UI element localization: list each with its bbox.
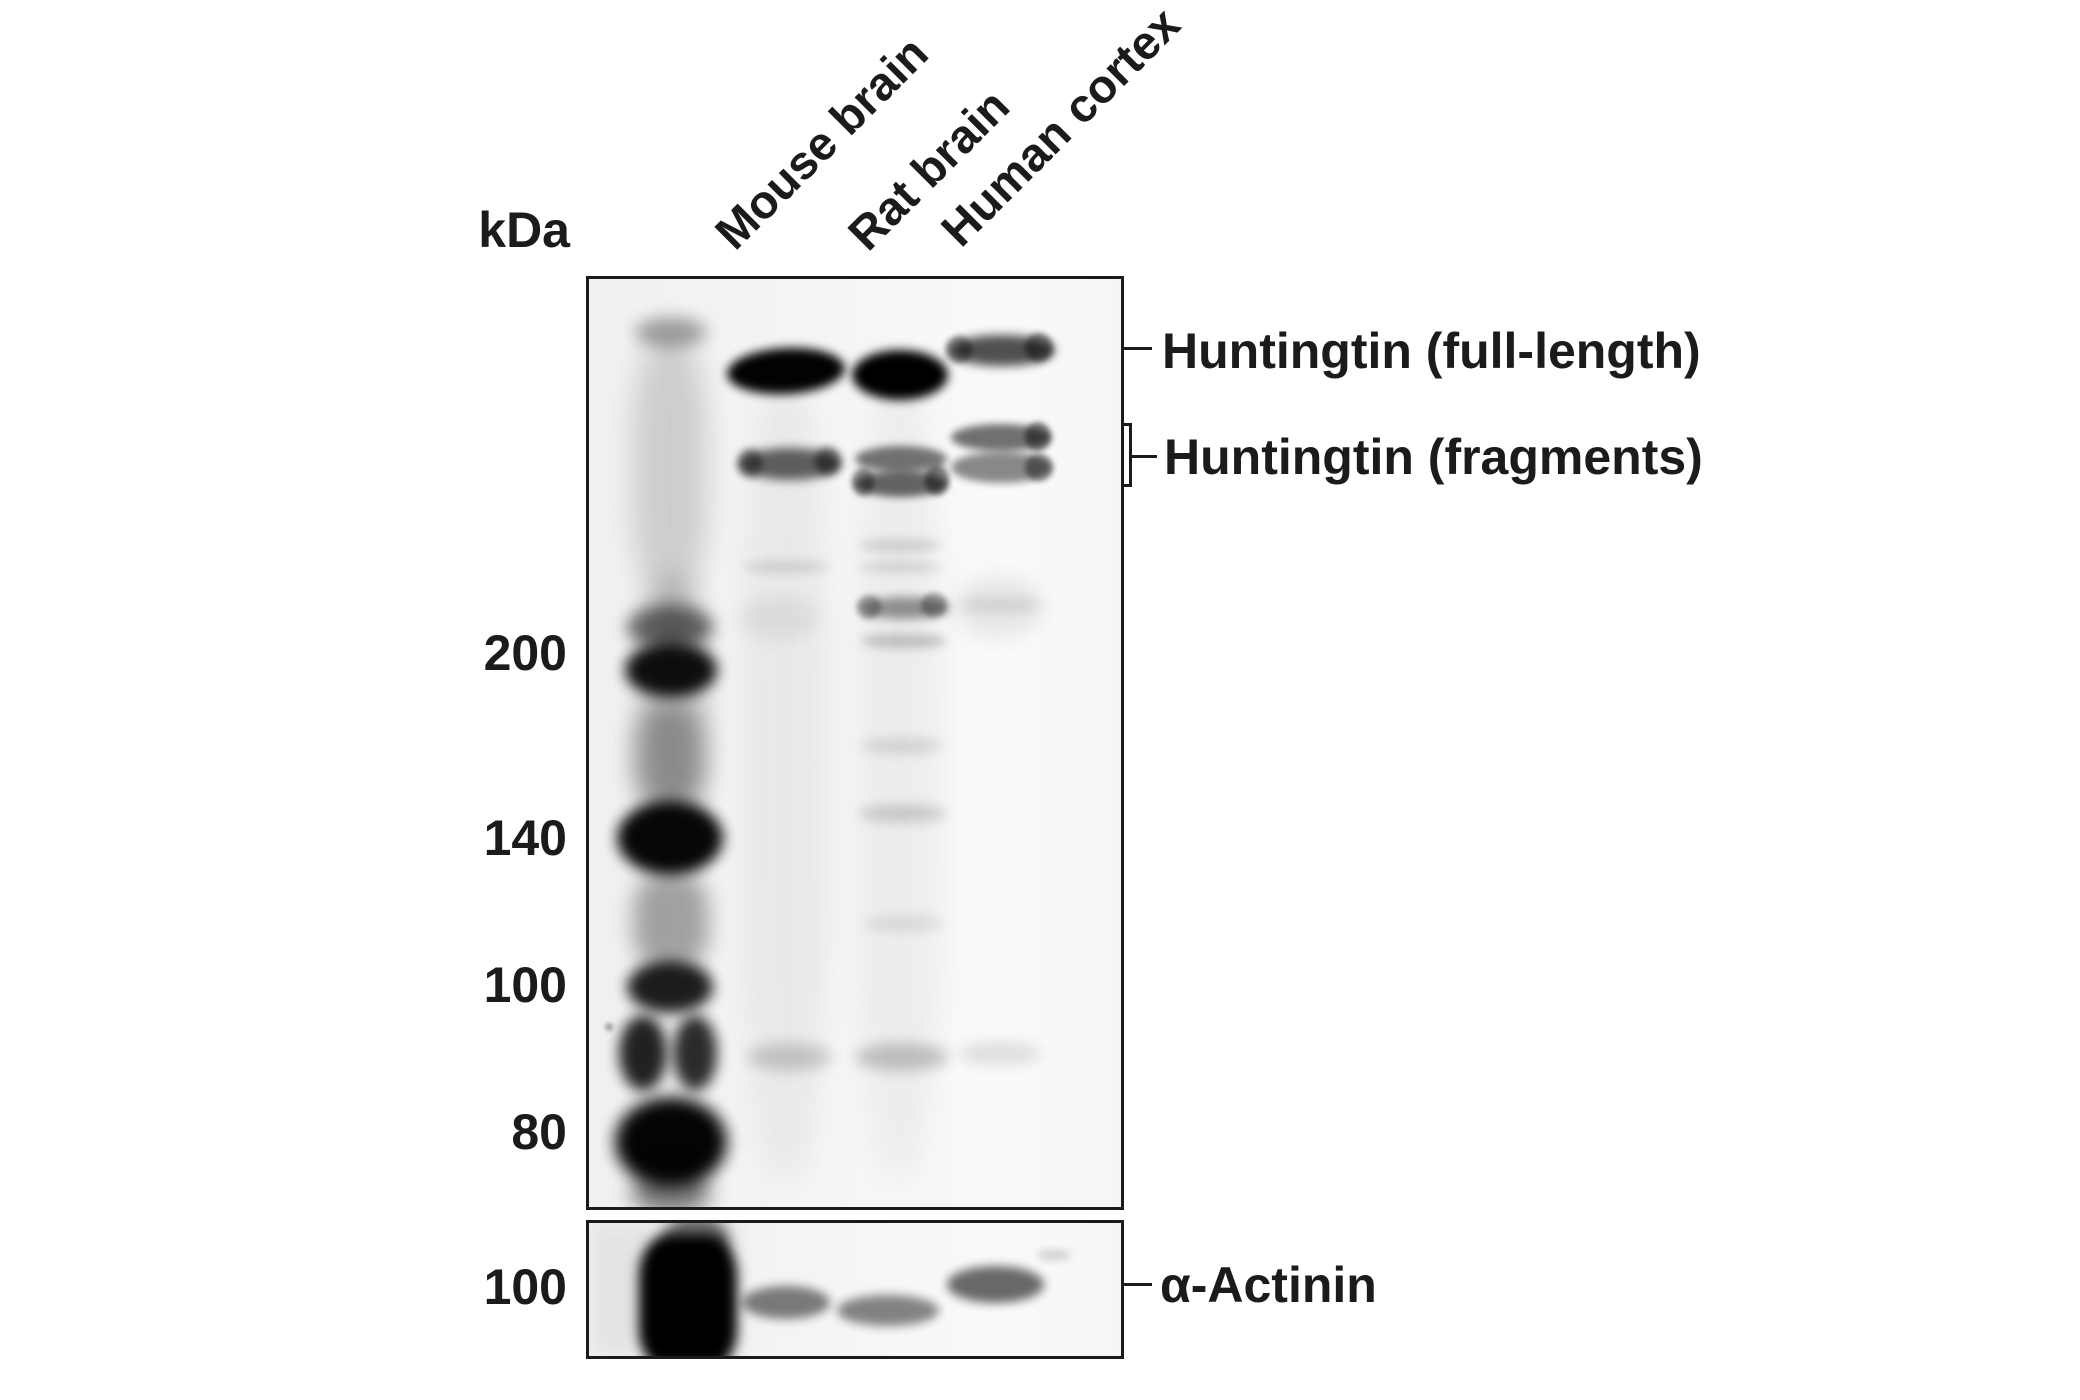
blot-panel-loading-control [586,1220,1124,1359]
annotation-huntingtin-full-length: Huntingtin (full-length) [1162,323,1701,379]
blot-band [949,335,1055,366]
blot-band [605,1023,613,1031]
annotation-alpha-actinin: α-Actinin [1160,1257,1377,1313]
fragments-bracket-bottom [1121,484,1132,487]
blot-band [631,1169,711,1207]
blot-band [725,344,847,398]
blot-band [619,1015,667,1091]
fragments-tick-line [1131,455,1157,458]
blot-band [925,465,949,495]
blot-band [951,424,1051,451]
blot-band [635,317,707,347]
blot-band [639,1235,737,1356]
blot-band [815,447,841,475]
blot-band [857,595,881,619]
blot-band [743,560,829,574]
blot-band [852,350,948,400]
blot-band [947,1266,1044,1303]
annotation-huntingtin-fragments: Huntingtin (fragments) [1164,429,1703,485]
blot-band [837,1295,939,1326]
blot-band [1037,1249,1071,1261]
blot-band [617,801,723,875]
blot-band [859,539,941,552]
fragments-bracket-top [1121,423,1132,426]
blot-band [1025,454,1053,481]
kda-unit-label: kDa [478,202,570,258]
mw-marker-140: 140 [483,810,567,866]
blot-band [959,1041,1041,1066]
blot-band [738,449,762,477]
mw-marker-100: 100 [483,957,567,1013]
blot-band [959,597,1041,613]
blot-band [863,917,945,930]
actinin-tick-line [1124,1283,1152,1286]
blot-band [857,379,943,1179]
blot-band [633,334,707,604]
blot-band [739,597,819,639]
mw-marker-80: 80 [511,1104,567,1160]
blot-band [855,471,947,497]
blot-band [1025,422,1051,451]
blot-band [861,739,943,753]
blot-band [946,336,972,363]
blot-band [633,704,705,809]
blot-band [951,452,1051,483]
mw-marker-100-loading: 100 [483,1259,567,1315]
blot-band [859,805,947,822]
blot-band [627,605,713,649]
blot-band [855,1043,949,1071]
blot-band [955,575,1043,639]
mw-marker-200: 200 [483,625,567,681]
blot-band [855,446,947,472]
full-length-tick-line [1124,347,1152,350]
blot-band [859,561,941,573]
blot-band [921,593,947,617]
blot-band [742,1286,830,1319]
blot-band [627,961,713,1013]
blot-band [852,468,874,496]
blot-band [1025,333,1053,362]
blot-band [860,597,950,619]
blot-band [747,1043,831,1071]
blot-band [673,1015,717,1091]
blot-panel-huntingtin [586,276,1124,1210]
blot-band [741,379,831,1179]
blot-band [633,871,709,971]
blot-band [861,634,947,648]
fragments-bracket-vertical [1129,423,1132,487]
blot-band [625,643,717,697]
